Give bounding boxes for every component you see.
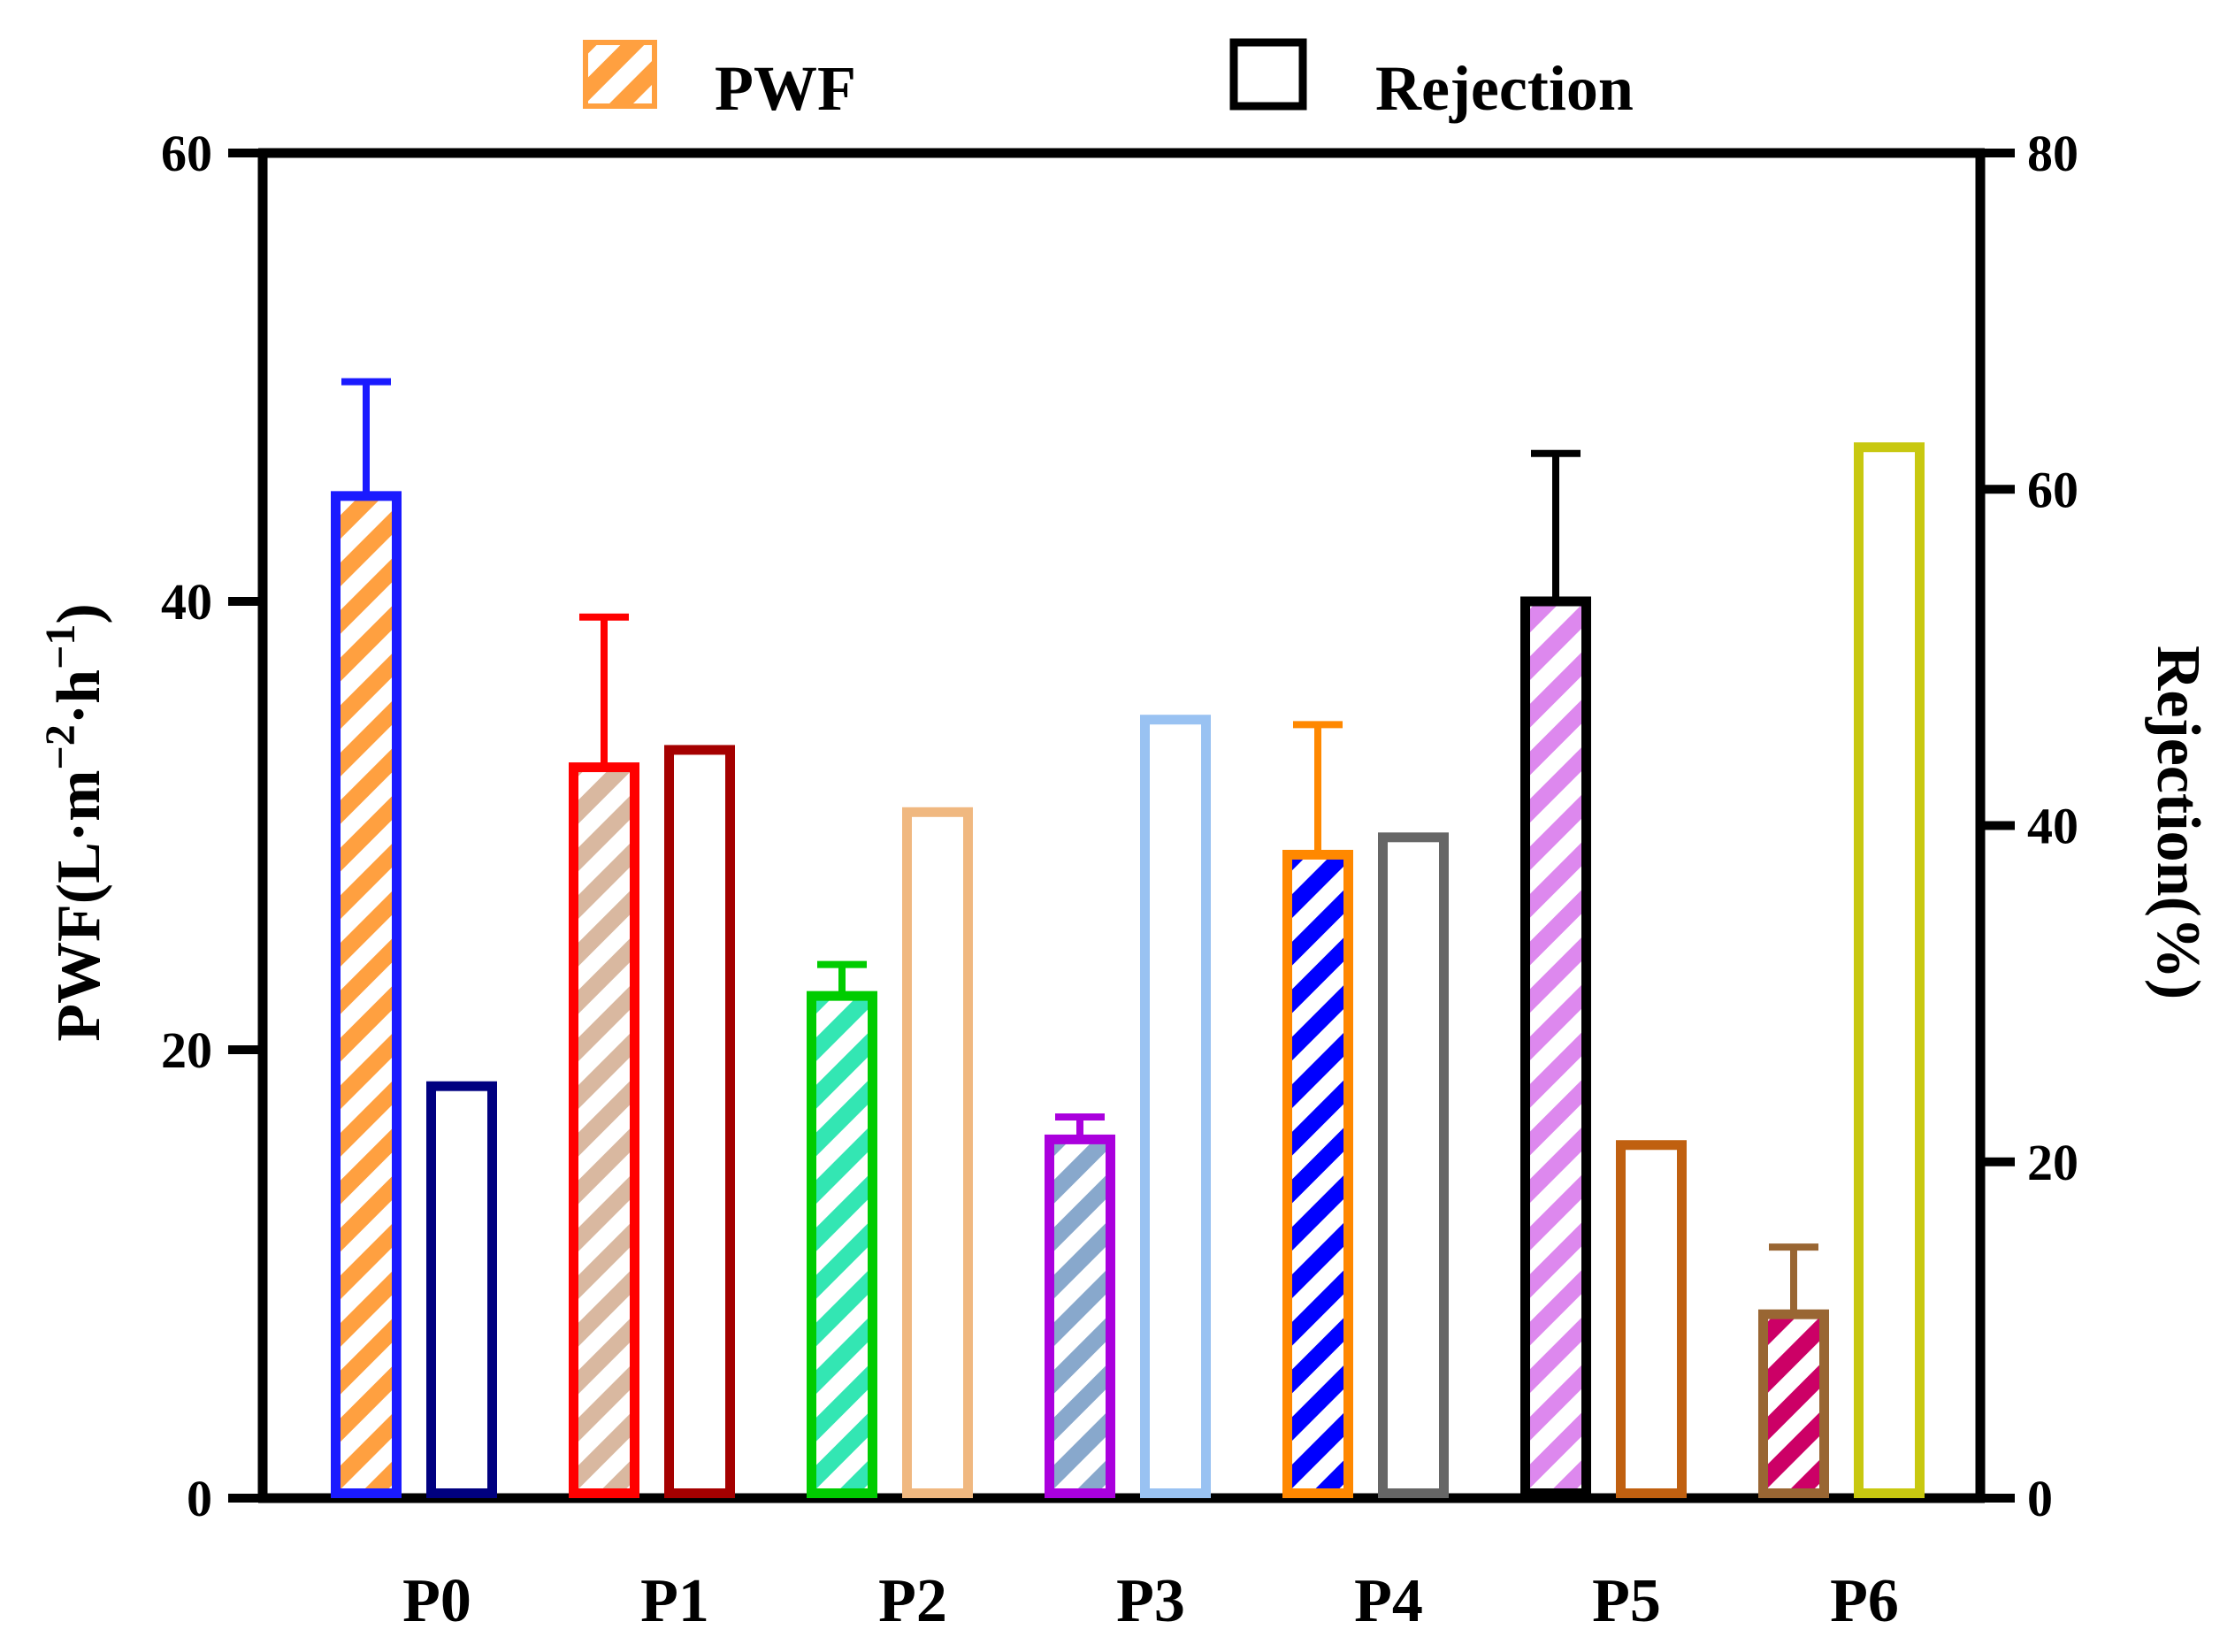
y-right-tick-label-3: 60 [2027, 461, 2078, 518]
category-label-P2: P2 [878, 1567, 947, 1635]
pwf-bar-P3 [1045, 1134, 1115, 1499]
y-axis-right-ticks: 0 20 40 60 80 [1980, 125, 2078, 1527]
y-right-tick-label-2: 40 [2027, 798, 2078, 855]
pwf-bar-P5 [1520, 596, 1591, 1498]
rejection-bar-P3 [1140, 715, 1211, 1498]
pwf-bar-P4 [1282, 849, 1353, 1498]
y-left-tick-label-1: 20 [161, 1021, 212, 1079]
pwf-bar-P1 [569, 762, 639, 1498]
legend-swatch-pwf [583, 40, 657, 109]
rejection-bar-P1 [664, 745, 735, 1498]
category-label-P6: P6 [1830, 1567, 1899, 1635]
category-labels: P0 P1 P2 P3 P4 P5 P6 [402, 1567, 1899, 1635]
y-axis-left-ticks: 0 20 40 60 [161, 125, 263, 1527]
category-label-P4: P4 [1354, 1567, 1423, 1635]
legend: PWF Rejection [583, 38, 1634, 124]
category-label-P0: P0 [402, 1567, 471, 1635]
y-right-tick-label-4: 80 [2027, 125, 2078, 182]
y-left-tick-label-2: 40 [161, 573, 212, 631]
category-label-P5: P5 [1592, 1567, 1661, 1635]
rejection-bar-P6 [1854, 442, 1925, 1498]
y-axis-right-title: Rejection(%) [2144, 646, 2212, 999]
legend-label-pwf: PWF [715, 53, 856, 124]
pwf-bar-P0 [331, 491, 402, 1498]
y-left-tick-label-0: 0 [187, 1470, 212, 1527]
category-label-P1: P1 [640, 1567, 709, 1635]
rejection-bar-P2 [902, 807, 973, 1498]
pwf-bar-P2 [807, 990, 877, 1499]
y-axis-left-title: PWF(L·m−2·h−1) [37, 603, 113, 1042]
legend-swatch-rejection [1229, 38, 1307, 111]
y-right-tick-label-1: 20 [2027, 1134, 2078, 1191]
bars [331, 378, 1925, 1499]
axes [257, 148, 1986, 1503]
rejection-bar-P4 [1378, 832, 1449, 1498]
category-label-P3: P3 [1116, 1567, 1185, 1635]
rejection-bar-P5 [1616, 1140, 1687, 1499]
pwf-bar-P6 [1758, 1309, 1829, 1498]
y-right-tick-label-0: 0 [2027, 1470, 2053, 1527]
legend-label-rejection: Rejection [1375, 53, 1634, 124]
rejection-bar-P0 [426, 1081, 497, 1498]
y-left-tick-label-3: 60 [161, 125, 212, 182]
